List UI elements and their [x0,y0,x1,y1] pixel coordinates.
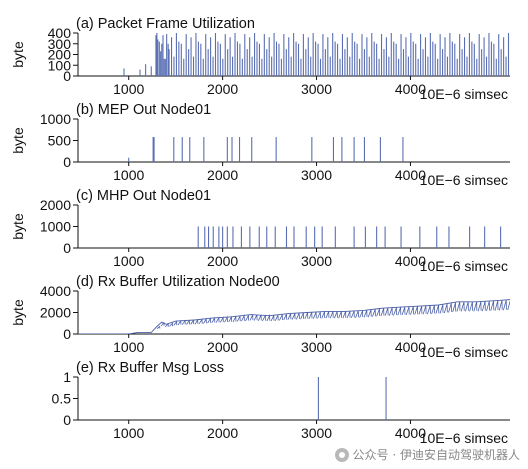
x-tick-label: 2000 [207,425,238,441]
y-tick-label: 1000 [40,111,71,127]
watermark: 公众号 · 伊迪安自动驾驶机器人 [334,446,520,463]
panel-title: (a) Packet Frame Utilization [76,16,255,32]
y-axis-label: byte [10,299,26,326]
series-4 [317,377,387,420]
panel-title: (e) Rx Buffer Msg Loss [76,360,224,376]
x-tick-label: 1000 [113,425,144,441]
x-tick-label: 4000 [395,81,426,97]
sawtooth-trace [156,299,510,330]
series-3 [78,299,510,334]
x-tick-label: 3000 [301,167,332,183]
data-line [78,299,510,334]
series-0 [123,33,510,76]
x-tick-label: 3000 [301,81,332,97]
x-tick-label: 2000 [207,167,238,183]
x-tick-label: 4000 [395,339,426,355]
y-tick-label: 300 [48,36,72,52]
x-tick-label: 1000 [113,339,144,355]
y-tick-label: 4000 [40,283,71,299]
series-1 [128,137,404,162]
panel-b: (b) MEP Out Node01 byte 0 500 1000 1000 2000 30… [10,102,510,188]
x-axis-label: 10E−6 simsec [420,258,508,274]
y-axis-label: byte [10,127,26,154]
wechat-icon [334,447,349,462]
y-tick-label: 200 [48,47,72,63]
x-tick-label: 1000 [113,81,144,97]
x-axis-label: 10E−6 simsec [420,86,508,102]
x-tick-label: 3000 [301,425,332,441]
panel-title: (d) Rx Buffer Utilization Node00 [76,274,280,290]
panel-title: (c) MHP Out Node01 [76,188,211,204]
panel-a: (a) Packet Frame Utilizationbyte01002003… [10,16,510,102]
panel-title: (b) MEP Out Node01 [76,102,211,118]
y-tick-label: 1 [63,369,71,385]
y-tick-label: 500 [48,133,72,149]
y-tick-label: 0 [63,412,71,428]
x-tick-label: 2000 [207,339,238,355]
panel-d: (d) Rx Buffer Utilization Node00 byte 0 200… [10,274,510,360]
y-tick-label: 0 [63,326,71,342]
x-tick-label: 1000 [113,253,144,269]
x-tick-label: 4000 [395,167,426,183]
x-tick-label: 2000 [207,81,238,97]
y-tick-label: 2000 [40,197,71,213]
x-tick-label: 2000 [207,253,238,269]
x-tick-label: 4000 [395,425,426,441]
y-tick-label: 0 [63,154,71,170]
y-tick-label: 100 [48,57,72,73]
x-axis-label: 10E−6 simsec [420,172,508,188]
y-tick-label: 1000 [40,219,71,235]
watermark-text: 公众号 · 伊迪安自动驾驶机器人 [352,448,520,462]
y-tick-label: 0.5 [52,391,72,407]
panel-e: (e) Rx Buffer Msg Loss 0 0.5 1 1000 2000 3000 4… [52,360,510,446]
x-tick-label: 3000 [301,253,332,269]
series-2 [197,226,502,248]
y-tick-label: 400 [48,25,72,41]
x-axis-label: 10E−6 simsec [420,430,508,446]
x-tick-label: 4000 [395,253,426,269]
y-axis-label: byte [10,213,26,240]
y-tick-label: 2000 [40,305,71,321]
panel-c: (c) MHP Out Node01 byte 0 1000 2000 1000 2000 3… [10,188,510,274]
x-axis-label: 10E−6 simsec [420,344,508,360]
y-tick-label: 0 [63,240,71,256]
x-tick-label: 3000 [301,339,332,355]
y-tick-label: 0 [63,68,71,84]
y-axis-label: byte [10,41,26,68]
x-tick-label: 1000 [113,167,144,183]
